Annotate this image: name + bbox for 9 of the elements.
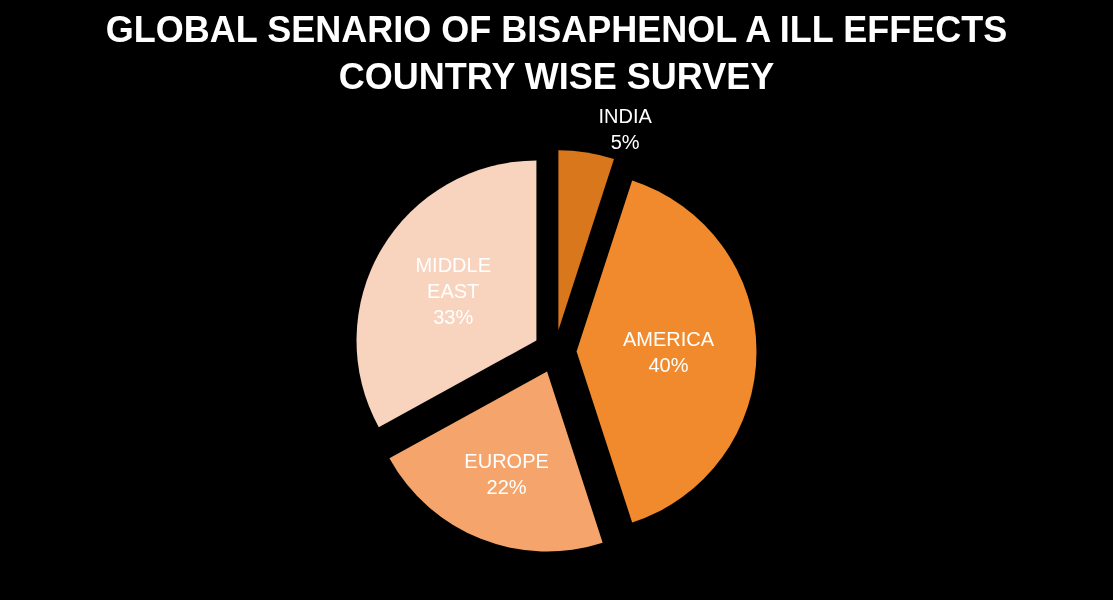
slice-label: AMERICA bbox=[622, 327, 715, 350]
data-label: 40% bbox=[648, 353, 689, 376]
slice-label: MIDDLE EAST bbox=[415, 254, 491, 303]
slice-label: EUROPE bbox=[464, 449, 549, 472]
slice-label: INDIA bbox=[598, 105, 653, 128]
chart-title: GLOBAL SENARIO OF BISAPHENOL A ILL EFFECTS COUNTRY WISE SURVEY bbox=[105, 9, 1008, 97]
data-label: 5% bbox=[610, 131, 640, 154]
data-label: 33% bbox=[433, 306, 474, 329]
data-label: 22% bbox=[486, 475, 527, 498]
